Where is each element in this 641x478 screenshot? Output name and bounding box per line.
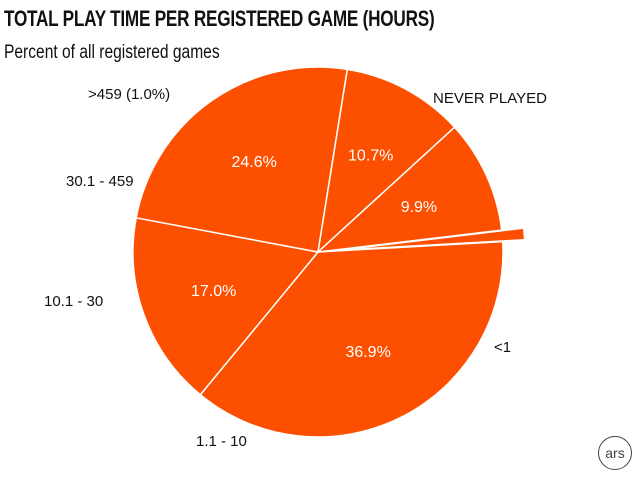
slice-value-label-4: 9.9% [401,199,437,216]
slice-value-label-0: 36.9% [345,344,390,361]
pie-slice-5 [339,227,526,251]
chart-subtitle: Percent of all registered games [4,42,220,63]
chart-title: TOTAL PLAY TIME PER REGISTERED GAME (HOU… [4,6,435,31]
pie-slice-3 [316,68,456,255]
slice-category-label-2: 1.1 - 10 [196,433,247,450]
slice-value-label-3: 10.7% [348,147,393,164]
slice-value-label-2: 24.6% [231,154,276,171]
slice-category-label-4: 30.1 - 459 [66,173,134,190]
slice-category-label-1: <1 [494,339,511,356]
slice-category-label-0: NEVER PLAYED [433,90,547,107]
pie-slice-2 [135,66,349,253]
slice-category-label-3: 10.1 - 30 [44,293,103,310]
slice-category-label-5: >459 (1.0%) [88,86,170,103]
pie-slice-1 [132,216,320,396]
slice-value-label-1: 17.0% [191,283,236,300]
pie-slice-4 [315,126,503,254]
pie-slice-0 [199,240,504,438]
ars-logo: ars [598,436,632,470]
